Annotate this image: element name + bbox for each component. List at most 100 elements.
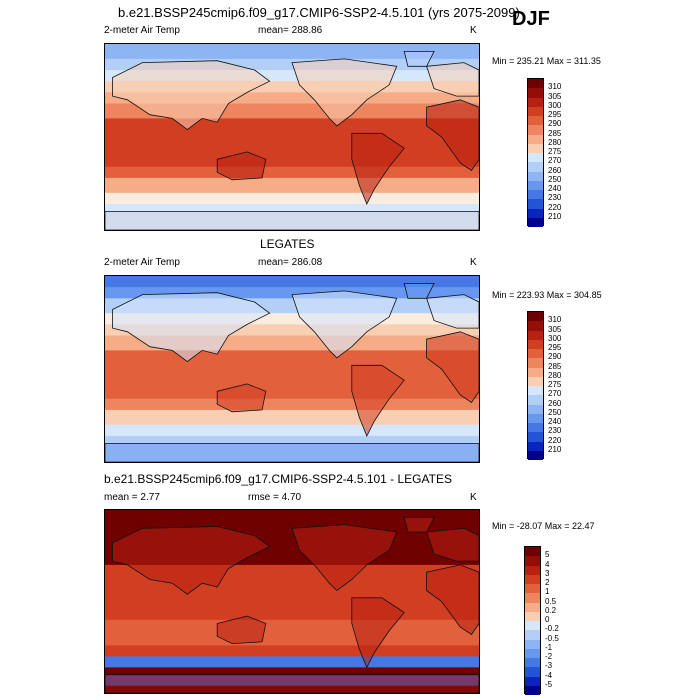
panel-obs-title: LEGATES	[260, 237, 315, 251]
continent-outline	[426, 527, 479, 562]
continent-outline	[291, 58, 398, 127]
panel-obs-mean: mean= 286.08	[258, 257, 323, 268]
colorbar-swatch	[528, 199, 543, 209]
panel-model-map	[104, 43, 480, 231]
colorbar-swatch	[528, 143, 543, 153]
colorbar-tick-label: 220	[548, 435, 562, 445]
panel-model-colorbar: 310 305 300 295 290 285 280 275 270 260 250 240 230 2…	[527, 78, 587, 227]
field-band	[105, 424, 479, 437]
colorbar-tick-label: 0	[545, 615, 550, 624]
colorbar-tick-label: 310	[548, 315, 562, 325]
panel-model-mean: mean= 288.86	[258, 25, 323, 36]
colorbar-swatch	[525, 584, 540, 594]
field-band	[105, 398, 479, 411]
field-band	[105, 203, 479, 215]
colorbar-swatch	[525, 611, 540, 621]
colorbar-swatch	[525, 685, 540, 695]
colorbar-swatch	[528, 413, 543, 423]
colorbar-swatch	[528, 423, 543, 433]
colorbar-tick-label: 270	[548, 389, 562, 399]
colorbar-tick-label: 0.2	[545, 605, 557, 615]
colorbar-swatch	[525, 658, 540, 668]
map-field	[105, 44, 479, 230]
figure-title: b.e21.BSSP245cmip6.f09_g17.CMIP6-SSP2-4.…	[118, 5, 520, 20]
colorbar-tick-label: 300	[548, 100, 562, 110]
colorbar-swatch	[525, 621, 540, 631]
field-band	[105, 435, 479, 447]
colorbar-swatch	[528, 106, 543, 116]
colorbar-tick-label: 250	[548, 407, 562, 417]
continent-outline	[426, 62, 479, 97]
colorbar-tick-label: -2	[545, 652, 553, 661]
colorbar-tick-label: 260	[548, 398, 562, 408]
colorbar-swatches	[527, 311, 544, 460]
colorbar-tick-label: 305	[548, 91, 562, 101]
colorbar-swatch	[525, 667, 540, 677]
colorbar-swatch	[528, 116, 543, 126]
colorbar-swatch	[525, 648, 540, 658]
colorbar-swatch	[528, 358, 543, 368]
panel-diff-rmse: rmse = 4.70	[248, 492, 302, 503]
colorbar-tick-label: 1	[545, 587, 550, 597]
colorbar-swatch	[525, 565, 540, 575]
continent-outline	[105, 674, 479, 693]
field-band	[105, 192, 479, 205]
colorbar-swatch	[528, 312, 543, 322]
continent-outline	[112, 60, 271, 131]
field-band	[105, 645, 479, 658]
colorbar-swatches	[527, 78, 544, 227]
continent-outline	[105, 210, 479, 230]
field-band	[105, 667, 479, 676]
colorbar-tick-label: 2	[545, 578, 550, 587]
colorbar-tick-label: 275	[548, 380, 562, 389]
continent-outline	[403, 51, 435, 67]
continent-outline	[426, 294, 479, 329]
colorbar-tick-label: 290	[548, 119, 562, 129]
colorbar-tick-label: 260	[548, 165, 562, 175]
panel-diff-title: b.e21.BSSP245cmip6.f09_g17.CMIP6-SSP2-4.…	[104, 472, 452, 486]
continent-outline	[403, 283, 435, 299]
colorbar-swatch	[528, 125, 543, 135]
field-band	[105, 276, 479, 289]
colorbar-tick-label: 310	[548, 82, 562, 92]
season-label: DJF	[512, 8, 550, 30]
field-band	[105, 619, 479, 647]
colorbar-swatch	[528, 97, 543, 107]
colorbar-tick-label: 210	[548, 211, 562, 221]
colorbar-swatch	[525, 574, 540, 584]
map-field	[105, 510, 479, 693]
panel-obs-variable: 2-meter Air Temp	[104, 257, 180, 268]
field-band	[105, 166, 479, 179]
continent-outline	[112, 526, 271, 595]
panel-obs-colorbar: 310 305 300 295 290 285 280 275 270 260 250 240 230 2…	[527, 311, 587, 460]
panel-diff-mean: mean = 2.77	[104, 492, 160, 503]
colorbar-swatch	[528, 404, 543, 414]
colorbar-tick-label: 290	[548, 352, 562, 362]
colorbar-swatch	[528, 171, 543, 181]
colorbar-tick-label: -0.2	[545, 624, 559, 634]
colorbar-swatch	[528, 180, 543, 190]
colorbar-swatch	[525, 556, 540, 566]
colorbar-swatch	[528, 367, 543, 377]
colorbar-swatch	[525, 676, 540, 686]
continent-outline	[216, 151, 267, 181]
field-band	[105, 350, 479, 400]
colorbar-swatch	[528, 321, 543, 331]
colorbar-tick-label: 285	[548, 361, 562, 371]
colorbar-swatch	[528, 450, 543, 460]
colorbar-swatches	[524, 546, 541, 695]
colorbar-swatch	[525, 593, 540, 603]
colorbar-tick-label: 230	[548, 193, 562, 203]
field-band	[105, 177, 479, 194]
colorbar-tick-label: 305	[548, 324, 562, 334]
colorbar-tick-label: 220	[548, 202, 562, 212]
colorbar-tick-label: 0.5	[545, 596, 557, 606]
continent-outline	[426, 331, 479, 404]
colorbar-swatch	[528, 153, 543, 163]
colorbar-swatch	[528, 217, 543, 227]
colorbar-swatch	[528, 162, 543, 172]
field-band	[105, 118, 479, 168]
colorbar-swatch	[525, 630, 540, 640]
colorbar-tick-label: 280	[548, 370, 562, 380]
panel-diff-units: K	[470, 492, 477, 503]
